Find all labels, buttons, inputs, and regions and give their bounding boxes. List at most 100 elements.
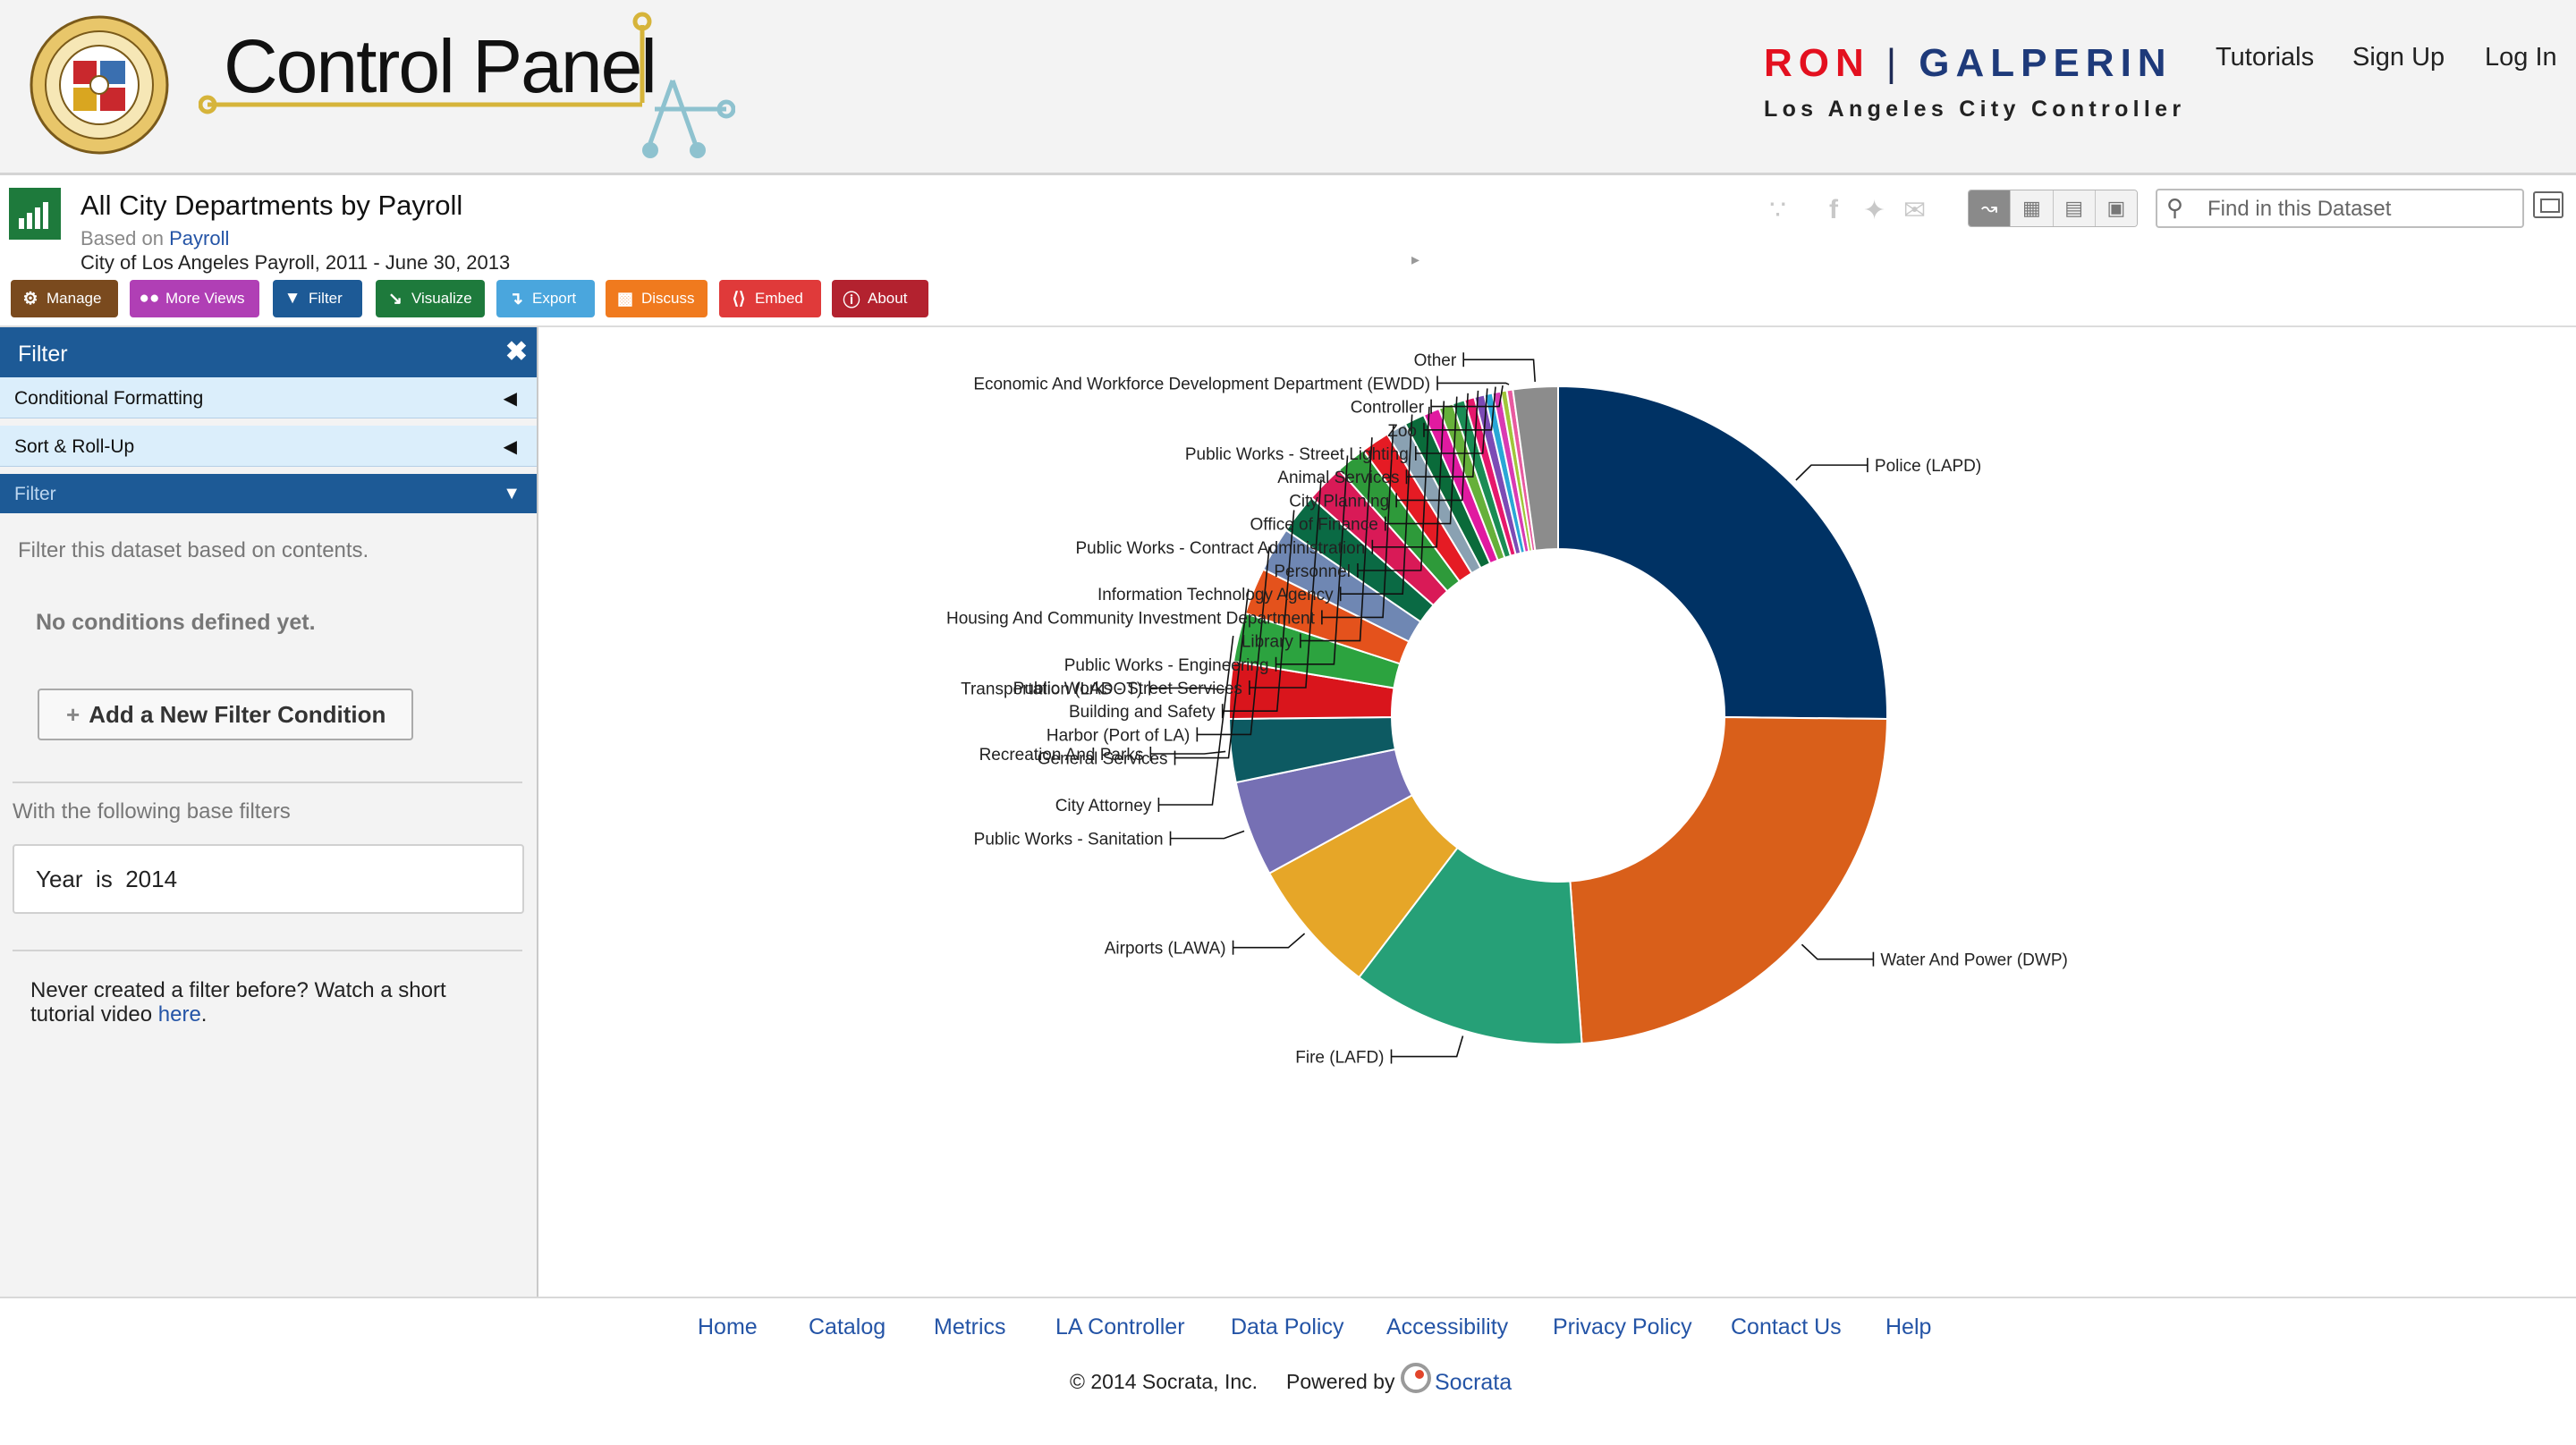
leader-line xyxy=(1415,388,1488,454)
socrata-link[interactable]: Socrata xyxy=(1435,1370,1513,1395)
page-view-icon[interactable]: ▣ xyxy=(2095,190,2137,226)
add-filter-condition-button[interactable]: + Add a New Filter Condition xyxy=(38,689,413,740)
facebook-icon[interactable]: f xyxy=(1829,195,1838,224)
embed-button[interactable]: ⟨⟩ Embed xyxy=(719,280,821,317)
grid-view-icon[interactable]: ▦ xyxy=(2011,190,2054,226)
footer-link-help[interactable]: Help xyxy=(1885,1314,1932,1339)
footer-link-la-controller[interactable]: LA Controller xyxy=(1055,1314,1185,1339)
sidebar-section-filter[interactable]: Filter ▼ xyxy=(0,474,537,513)
label-recreation-and-parks: Recreation And Parks xyxy=(979,746,1144,765)
section-label: Conditional Formatting xyxy=(14,388,204,409)
about-label: About xyxy=(868,290,908,307)
brand-first-name: RON xyxy=(1764,41,1870,85)
sign-up-link[interactable]: Sign Up xyxy=(2352,43,2445,72)
leader-line xyxy=(1463,359,1536,382)
export-button[interactable]: ↴ Export xyxy=(496,280,595,317)
footer-link-data-policy[interactable]: Data Policy xyxy=(1231,1314,1344,1339)
more-views-button[interactable]: ●● More Views xyxy=(130,280,259,317)
row-view-icon[interactable]: ▤ xyxy=(2053,190,2096,226)
close-icon[interactable]: ✖ xyxy=(504,337,528,367)
base-filter-item: Year is 2014 xyxy=(13,844,524,914)
sidebar-section-sort-roll-up[interactable]: Sort & Roll-Up ◀ xyxy=(0,426,537,467)
filter-description: Filter this dataset based on contents. xyxy=(18,538,369,562)
filter-tutorial-tip: Never created a filter before? Watch a s… xyxy=(30,978,513,1027)
leader-line xyxy=(1795,464,1868,481)
manage-button[interactable]: ⚙ Manage xyxy=(11,280,118,317)
slice-police-lapd[interactable] xyxy=(1557,384,1888,721)
leader-line xyxy=(1158,635,1234,806)
leader-line xyxy=(1197,546,1270,736)
discuss-button[interactable]: ▩ Discuss xyxy=(606,280,708,317)
city-seal-logo[interactable] xyxy=(29,14,170,156)
footer-link-home[interactable]: Home xyxy=(698,1314,758,1339)
controller-brand-subtitle: Los Angeles City Controller xyxy=(1764,97,2186,122)
glasses-icon: ●● xyxy=(139,289,160,308)
label-public-works-engineering: Public Works - Engineering xyxy=(1064,656,1269,675)
label-controller: Controller xyxy=(1351,399,1425,418)
slice-fire-lafd[interactable] xyxy=(1357,846,1583,1045)
footer-link-privacy-policy[interactable]: Privacy Policy xyxy=(1553,1314,1692,1339)
chevron-left-icon: ◀ xyxy=(503,437,517,457)
chart-view-icon[interactable]: ↝ xyxy=(1969,190,2012,226)
leader-line xyxy=(1406,390,1479,477)
fullscreen-icon[interactable] xyxy=(2533,191,2563,218)
leader-line xyxy=(1321,424,1394,619)
find-in-dataset-input[interactable] xyxy=(2207,196,2512,223)
leader-line xyxy=(1385,396,1458,525)
filter-sidebar: Filter ✖ Conditional Formatting ◀ Sort &… xyxy=(0,327,538,1297)
label-other: Other xyxy=(1414,351,1457,370)
info-icon: ⓘ xyxy=(843,291,860,310)
site-footer: Home Catalog Metrics LA Controller Data … xyxy=(0,1297,2576,1445)
more-views-label: More Views xyxy=(165,290,245,307)
rss-icon[interactable]: ∵ xyxy=(1769,196,1787,225)
search-icon: ⚲ xyxy=(2166,194,2184,221)
leader-line xyxy=(1396,393,1469,502)
leader-line xyxy=(1174,588,1250,759)
based-on-prefix: Based on xyxy=(80,227,164,249)
export-icon: ↴ xyxy=(509,289,523,308)
label-city-attorney: City Attorney xyxy=(1055,797,1152,815)
slice-water-and-power-dwp[interactable] xyxy=(1569,716,1888,1045)
control-panel-logo-text[interactable]: Control Panel xyxy=(224,24,657,108)
email-icon[interactable]: ✉ xyxy=(1903,196,1927,225)
tutorial-video-link[interactable]: here xyxy=(157,1002,201,1027)
leader-line xyxy=(1801,943,1874,960)
footer-link-metrics[interactable]: Metrics xyxy=(934,1314,1006,1339)
expand-arrow-icon[interactable]: ▸ xyxy=(1411,250,1420,268)
label-information-technology-agency: Information Technology Agency xyxy=(1097,586,1334,604)
visualize-button[interactable]: ↘ Visualize xyxy=(376,280,485,317)
about-button[interactable]: ⓘ About xyxy=(832,280,928,317)
payroll-donut-chart[interactable]: Police (LAPD) Water And Power (DWP) Fire (… xyxy=(540,327,2576,1297)
copyright-text: © 2014 Socrata, Inc. xyxy=(1070,1370,1258,1393)
controller-brand-name[interactable]: RON | GALPERIN xyxy=(1764,41,2173,86)
visualize-label: Visualize xyxy=(411,290,472,307)
label-transportation-ladot: Transportation (LADOT) xyxy=(961,680,1142,698)
footer-link-catalog[interactable]: Catalog xyxy=(809,1314,886,1339)
leader-line xyxy=(1340,414,1413,596)
label-police-lapd: Police (LAPD) xyxy=(1875,457,1981,476)
speech-bubble-icon: ▩ xyxy=(617,289,633,308)
tutorials-link[interactable]: Tutorials xyxy=(2216,43,2315,72)
base-filters-label: With the following base filters xyxy=(13,799,291,824)
socrata-logo-icon[interactable] xyxy=(1401,1363,1431,1393)
donut-slices xyxy=(1228,384,1888,1045)
twitter-icon[interactable]: ✦ xyxy=(1863,196,1886,225)
add-filter-label: Add a New Filter Condition xyxy=(89,700,386,728)
leader-line xyxy=(1170,830,1245,840)
manage-label: Manage xyxy=(47,290,102,307)
slice-other[interactable] xyxy=(1512,384,1559,552)
log-in-link[interactable]: Log In xyxy=(2485,43,2557,72)
powered-by-text: Powered by xyxy=(1286,1370,1395,1393)
divider xyxy=(13,950,522,951)
sidebar-title: Filter xyxy=(18,342,68,367)
filter-button[interactable]: ▼ Filter xyxy=(273,280,362,317)
leader-line xyxy=(1391,1035,1464,1058)
based-on-payroll-link[interactable]: Payroll xyxy=(169,227,230,249)
sidebar-section-conditional-formatting[interactable]: Conditional Formatting ◀ xyxy=(0,377,537,418)
tip-period: . xyxy=(200,1002,208,1027)
leader-line xyxy=(1431,385,1504,408)
leader-line xyxy=(1222,510,1295,713)
footer-link-contact-us[interactable]: Contact Us xyxy=(1731,1314,1842,1339)
footer-link-accessibility[interactable]: Accessibility xyxy=(1386,1314,1509,1339)
label-water-and-power-dwp: Water And Power (DWP) xyxy=(1880,951,2067,970)
